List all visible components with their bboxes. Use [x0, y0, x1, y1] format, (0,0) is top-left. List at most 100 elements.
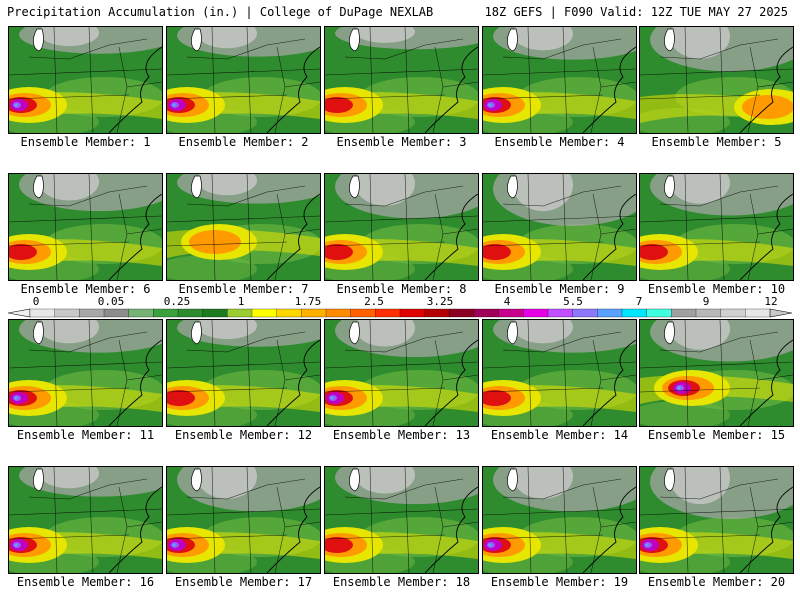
precip-map — [640, 27, 793, 133]
colorbar-swatch — [128, 308, 154, 318]
colorbar-swatches — [8, 308, 792, 318]
colorbar-swatch — [227, 308, 253, 318]
precip-map — [640, 174, 793, 280]
colorbar-tick-label: 7 — [635, 295, 643, 308]
precip-map — [9, 320, 162, 426]
colorbar-swatch — [79, 308, 105, 318]
ensemble-map-panel — [482, 26, 637, 134]
ensemble-map-panel — [482, 466, 637, 574]
colorbar-swatch — [54, 308, 80, 318]
colorbar-tick-label: 0 — [32, 295, 40, 308]
ensemble-map-panel — [166, 173, 321, 281]
precip-map — [9, 174, 162, 280]
colorbar-swatch — [325, 308, 352, 318]
ensemble-member-label: Ensemble Member: 17 — [174, 575, 313, 589]
ensemble-map-panel — [166, 26, 321, 134]
colorbar-swatch — [301, 308, 327, 318]
ensemble-map-panel — [8, 319, 163, 427]
colorbar-swatch — [177, 308, 204, 318]
ensemble-map-panel — [8, 173, 163, 281]
ensemble-member-label: Ensemble Member: 8 — [336, 282, 467, 296]
colorbar-swatch — [745, 308, 771, 318]
colorbar-swatch — [424, 308, 450, 318]
colorbar-swatch — [103, 308, 130, 318]
colorbar-tick-label: 5.5 — [563, 295, 583, 308]
ensemble-member-label: Ensemble Member: 6 — [20, 282, 151, 296]
colorbar-swatch — [350, 308, 376, 318]
colorbar-tick-label: 0.25 — [163, 295, 191, 308]
precip-colorbar: 0 0.05 0.25 1 1.75 2.5 3.25 4 5.5 7 9 12 — [8, 295, 792, 320]
ensemble-map-panel — [324, 173, 479, 281]
ensemble-map-panel — [324, 466, 479, 574]
precip-map — [9, 27, 162, 133]
ensemble-member-label: Ensemble Member: 18 — [332, 575, 471, 589]
colorbar-swatch — [597, 308, 623, 318]
colorbar-swatch — [695, 308, 722, 318]
ensemble-map-panel — [8, 466, 163, 574]
colorbar-tick-label: 0.05 — [97, 295, 125, 308]
ensemble-member-label: Ensemble Member: 20 — [647, 575, 786, 589]
precip-map — [483, 27, 636, 133]
ensemble-map-panel — [639, 26, 794, 134]
precip-map — [325, 27, 478, 133]
precip-map — [167, 467, 320, 573]
ensemble-member-label: Ensemble Member: 14 — [490, 428, 629, 442]
precip-map — [167, 174, 320, 280]
colorbar-swatch — [572, 308, 598, 318]
colorbar-swatch — [473, 308, 500, 318]
colorbar-tick-label: 1 — [237, 295, 245, 308]
ensemble-member-label: Ensemble Member: 11 — [16, 428, 155, 442]
colorbar-swatch — [276, 308, 302, 318]
colorbar-swatch — [153, 308, 179, 318]
ensemble-member-label: Ensemble Member: 16 — [16, 575, 155, 589]
model-run-info: 18Z GEFS | F090 Valid: 12Z TUE MAY 27 20… — [484, 5, 788, 19]
ensemble-member-label: Ensemble Member: 4 — [494, 135, 625, 149]
colorbar-tick-label: 2.5 — [364, 295, 384, 308]
ensemble-member-label: Ensemble Member: 13 — [332, 428, 471, 442]
ensemble-member-label: Ensemble Member: 5 — [651, 135, 782, 149]
colorbar-tick-label: 1.75 — [294, 295, 322, 308]
precip-map — [9, 467, 162, 573]
ensemble-member-label: Ensemble Member: 19 — [490, 575, 629, 589]
colorbar-swatch — [671, 308, 697, 318]
colorbar-swatch — [29, 308, 56, 318]
colorbar-tick-label: 9 — [702, 295, 710, 308]
colorbar-swatch — [646, 308, 672, 318]
ensemble-member-label: Ensemble Member: 10 — [647, 282, 786, 296]
colorbar-swatch — [399, 308, 426, 318]
precip-map — [640, 320, 793, 426]
precip-map — [325, 467, 478, 573]
ensemble-map-panel — [482, 319, 637, 427]
precip-map — [483, 174, 636, 280]
colorbar-swatch — [621, 308, 648, 318]
chart-title: Precipitation Accumulation (in.) | Colle… — [7, 5, 434, 19]
colorbar-tick-label: 4 — [503, 295, 511, 308]
precip-map — [483, 467, 636, 573]
precip-map — [167, 27, 320, 133]
ensemble-member-label: Ensemble Member: 2 — [178, 135, 309, 149]
colorbar-swatch — [375, 308, 401, 318]
ensemble-map-panel — [639, 466, 794, 574]
ensemble-map-panel — [639, 173, 794, 281]
ensemble-member-label: Ensemble Member: 3 — [336, 135, 467, 149]
colorbar-swatch — [251, 308, 278, 318]
ensemble-member-label: Ensemble Member: 15 — [647, 428, 786, 442]
precip-map — [640, 467, 793, 573]
colorbar-tick-label: 3.25 — [426, 295, 454, 308]
colorbar-tick-label: 12 — [764, 295, 778, 308]
ensemble-map-panel — [639, 319, 794, 427]
ensemble-map-panel — [324, 26, 479, 134]
ensemble-map-panel — [8, 26, 163, 134]
colorbar-swatch — [720, 308, 746, 318]
colorbar-swatch — [523, 308, 549, 318]
colorbar-swatch — [449, 308, 475, 318]
ensemble-member-label: Ensemble Member: 1 — [20, 135, 151, 149]
precip-map — [325, 320, 478, 426]
precip-map — [483, 320, 636, 426]
ensemble-member-label: Ensemble Member: 9 — [494, 282, 625, 296]
precip-map — [167, 320, 320, 426]
ensemble-map-panel — [166, 319, 321, 427]
ensemble-map-panel — [324, 319, 479, 427]
ensemble-member-label: Ensemble Member: 12 — [174, 428, 313, 442]
ensemble-map-panel — [482, 173, 637, 281]
